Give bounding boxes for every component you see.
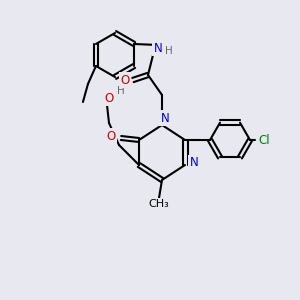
Text: H: H <box>117 86 125 96</box>
Text: N: N <box>190 157 198 169</box>
Text: N: N <box>154 41 162 55</box>
Text: O: O <box>120 74 130 86</box>
Text: N: N <box>160 112 169 124</box>
Text: Cl: Cl <box>258 134 270 146</box>
Text: O: O <box>106 130 116 142</box>
Text: H: H <box>165 46 173 56</box>
Text: CH₃: CH₃ <box>148 199 170 209</box>
Text: O: O <box>104 92 114 104</box>
